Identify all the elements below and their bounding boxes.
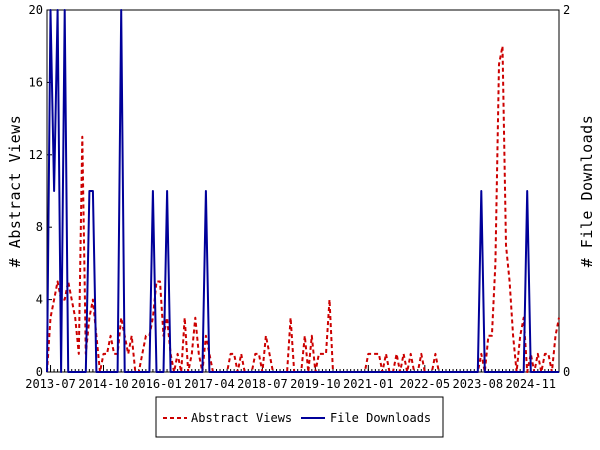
x-axis-ticks: 2013-07 2014-10 2016-01 2017-04 2018-07 2019-… (25, 365, 560, 391)
right-axis-tick-label: 2 (563, 3, 570, 17)
legend-label-file-downloads: File Downloads (330, 411, 431, 425)
x-axis-tick-label: 2014-10 (78, 377, 129, 391)
left-axis-tick-label: 8 (36, 220, 43, 234)
legend-label-abstract-views: Abstract Views (191, 411, 292, 425)
right-axis-tick-label: 0 (563, 365, 570, 379)
left-axis-tick-label: 4 (36, 293, 43, 307)
left-axis-tick-label: 16 (29, 75, 43, 89)
legend: Abstract Views File Downloads (155, 396, 444, 438)
x-axis-tick-label: 2022-05 (400, 377, 451, 391)
left-axis-tick-label: 20 (29, 3, 43, 17)
plot-area (46, 9, 560, 373)
file-downloads-line (46, 9, 559, 373)
left-axis-tick-label: 0 (36, 365, 43, 379)
x-axis-tick-label: 2019-10 (290, 377, 341, 391)
abstract-views-line (46, 45, 560, 373)
series-lines (46, 9, 560, 373)
x-axis-tick-label: 2023-08 (452, 377, 503, 391)
x-axis-tick-label: 2013-07 (25, 377, 76, 391)
legend-box (155, 396, 444, 438)
x-axis-tick-label: 2017-04 (184, 377, 235, 391)
left-axis-tick-label: 12 (29, 148, 43, 162)
x-axis-tick-label: 2024-11 (505, 377, 556, 391)
x-axis-tick-label: 2018-07 (237, 377, 288, 391)
x-axis-tick-label: 2016-01 (131, 377, 182, 391)
right-axis-title: # File Downloads (578, 115, 596, 268)
left-axis-title: # Abstract Views (6, 115, 24, 268)
left-axis-ticks: 0 4 8 12 16 20 (29, 3, 52, 379)
x-axis-tick-label: 2021-01 (343, 377, 394, 391)
